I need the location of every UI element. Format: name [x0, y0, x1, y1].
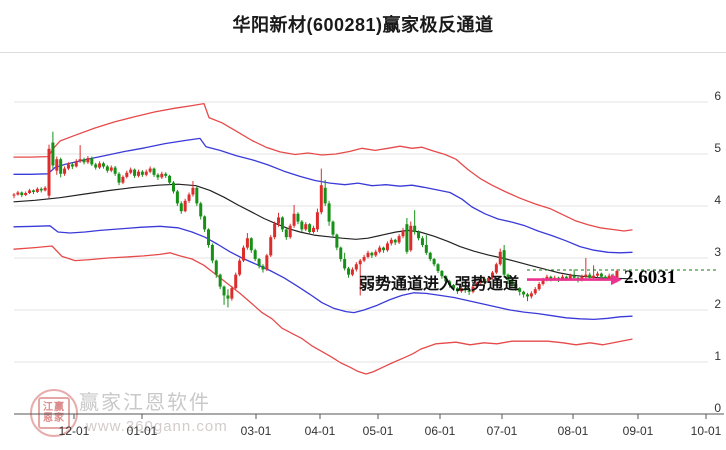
svg-text:2: 2 — [714, 297, 721, 311]
current-price-label: 2.6031 — [624, 267, 677, 288]
svg-text:09-01: 09-01 — [623, 424, 654, 438]
svg-text:6: 6 — [714, 89, 721, 103]
svg-text:04-01: 04-01 — [305, 424, 336, 438]
svg-text:3: 3 — [714, 245, 721, 259]
svg-text:06-01: 06-01 — [425, 424, 456, 438]
svg-text:0: 0 — [714, 401, 721, 415]
page-title: 华阳新材(600281)赢家极反通道 — [232, 15, 494, 35]
svg-text:08-01: 08-01 — [558, 424, 589, 438]
svg-text:1: 1 — [714, 349, 721, 363]
svg-text:07-01: 07-01 — [487, 424, 518, 438]
svg-text:10-01: 10-01 — [691, 424, 722, 438]
svg-text:5: 5 — [714, 141, 721, 155]
svg-text:12-01: 12-01 — [59, 424, 90, 438]
svg-text:03-01: 03-01 — [241, 424, 272, 438]
svg-text:01-01: 01-01 — [127, 424, 158, 438]
svg-text:05-01: 05-01 — [363, 424, 394, 438]
title-divider — [0, 52, 726, 53]
svg-text:4: 4 — [714, 193, 721, 207]
channel-breakout-annotation: 弱势通道进入强势通道 — [359, 276, 520, 293]
